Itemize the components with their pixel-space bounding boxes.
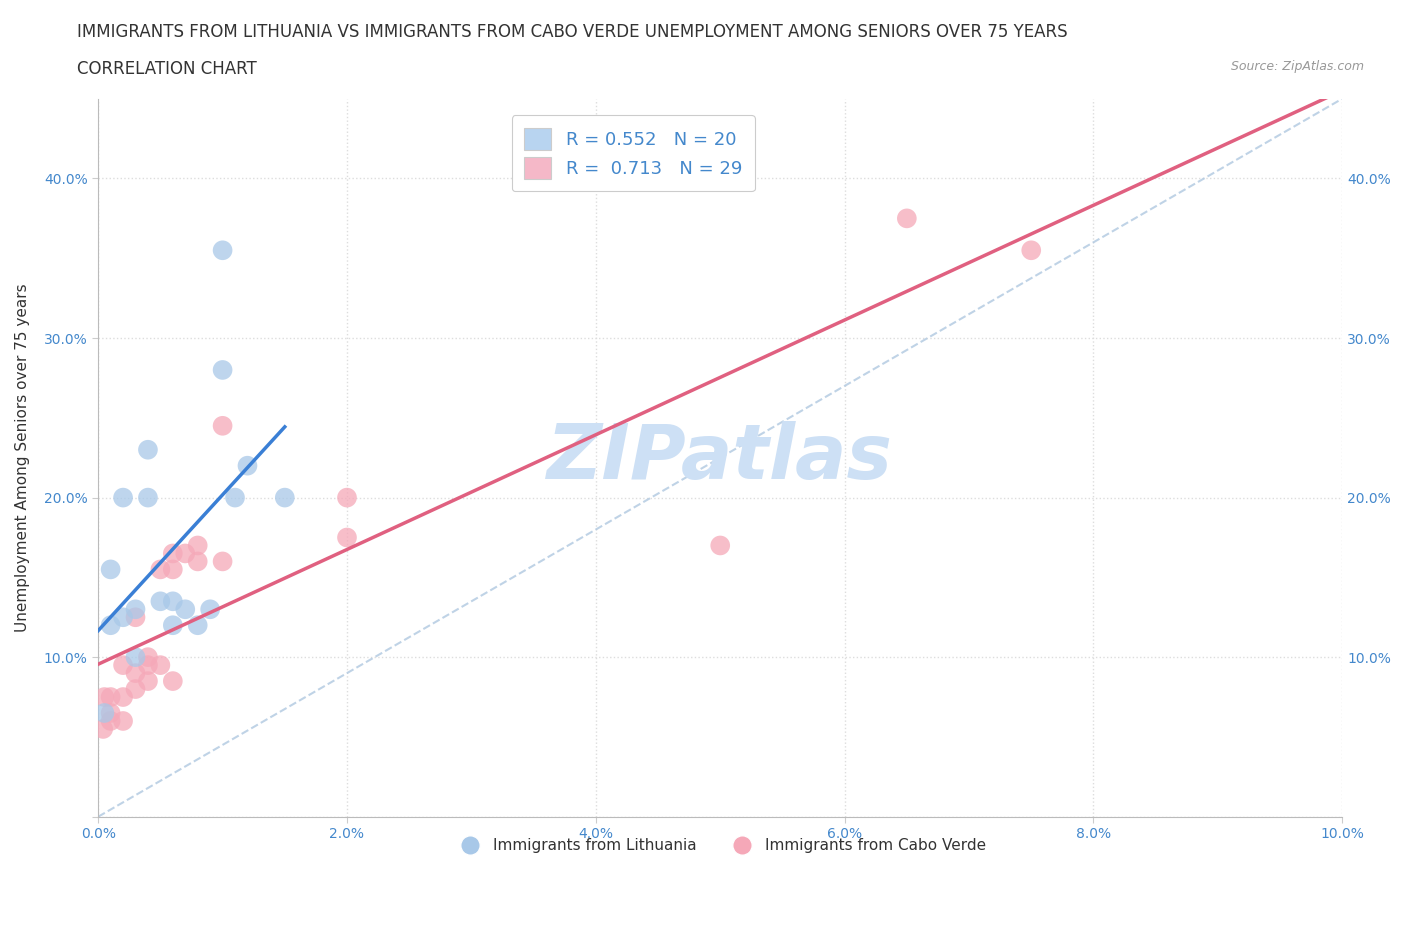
Point: [174, 602, 197, 617]
Point: [336, 530, 359, 545]
Point: [198, 602, 221, 617]
Point: [211, 363, 233, 378]
Point: [124, 682, 146, 697]
Point: [1019, 243, 1042, 258]
Text: ZIPatlas: ZIPatlas: [547, 420, 893, 495]
Point: [162, 673, 184, 688]
Legend: Immigrants from Lithuania, Immigrants from Cabo Verde: Immigrants from Lithuania, Immigrants fr…: [449, 832, 993, 859]
Point: [100, 706, 122, 721]
Y-axis label: Unemployment Among Seniors over 75 years: Unemployment Among Seniors over 75 years: [15, 284, 30, 632]
Point: [124, 650, 146, 665]
Point: [149, 594, 172, 609]
Point: [91, 722, 114, 737]
Point: [187, 554, 209, 569]
Point: [136, 650, 159, 665]
Point: [136, 673, 159, 688]
Point: [211, 418, 233, 433]
Point: [336, 490, 359, 505]
Text: IMMIGRANTS FROM LITHUANIA VS IMMIGRANTS FROM CABO VERDE UNEMPLOYMENT AMONG SENIO: IMMIGRANTS FROM LITHUANIA VS IMMIGRANTS …: [77, 23, 1069, 41]
Point: [93, 706, 115, 721]
Point: [896, 211, 918, 226]
Text: CORRELATION CHART: CORRELATION CHART: [77, 60, 257, 78]
Point: [709, 538, 731, 553]
Point: [100, 562, 122, 577]
Point: [100, 713, 122, 728]
Point: [124, 610, 146, 625]
Point: [149, 562, 172, 577]
Point: [124, 666, 146, 681]
Point: [174, 546, 197, 561]
Point: [124, 602, 146, 617]
Point: [274, 490, 297, 505]
Point: [136, 443, 159, 458]
Point: [136, 490, 159, 505]
Point: [162, 546, 184, 561]
Point: [211, 554, 233, 569]
Point: [112, 690, 135, 705]
Point: [162, 618, 184, 632]
Point: [162, 562, 184, 577]
Point: [162, 594, 184, 609]
Point: [224, 490, 246, 505]
Point: [100, 618, 122, 632]
Point: [93, 690, 115, 705]
Point: [112, 490, 135, 505]
Point: [236, 458, 259, 473]
Point: [112, 713, 135, 728]
Point: [100, 690, 122, 705]
Point: [112, 658, 135, 672]
Text: Source: ZipAtlas.com: Source: ZipAtlas.com: [1230, 60, 1364, 73]
Point: [136, 658, 159, 672]
Point: [211, 243, 233, 258]
Point: [112, 610, 135, 625]
Point: [149, 658, 172, 672]
Point: [187, 618, 209, 632]
Point: [187, 538, 209, 553]
